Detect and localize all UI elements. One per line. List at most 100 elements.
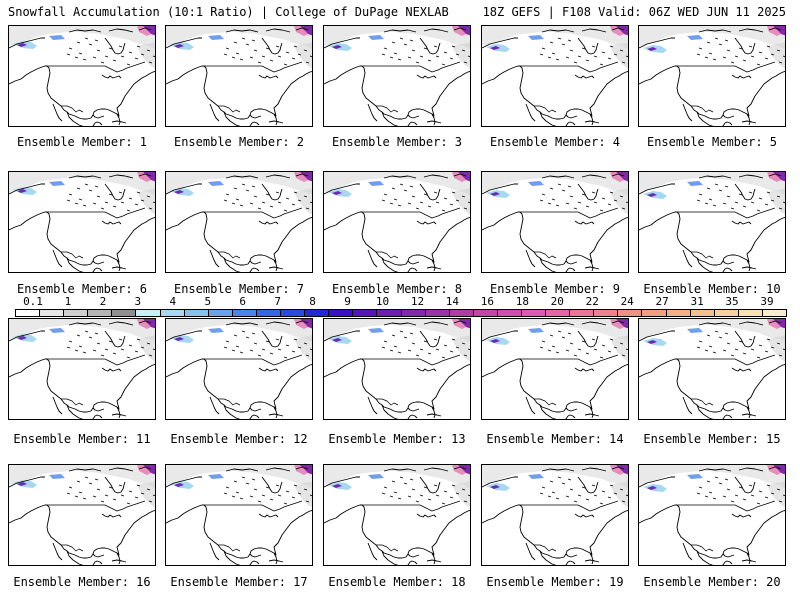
baja-coast bbox=[525, 103, 536, 122]
arctic-islands bbox=[541, 27, 625, 33]
us-canada-border bbox=[202, 500, 303, 512]
mexico-coast bbox=[539, 111, 576, 126]
arctic-islands bbox=[68, 27, 152, 33]
snow-field-arctic-light bbox=[452, 172, 466, 182]
cuba-coast bbox=[584, 413, 600, 417]
florida-coast bbox=[116, 113, 121, 126]
arctic-islands bbox=[225, 466, 309, 472]
colorbar-segment bbox=[449, 310, 474, 316]
colorbar-tick: 14 bbox=[445, 295, 460, 308]
us-mexico-border bbox=[534, 251, 557, 259]
hudson-bay-coast bbox=[734, 330, 756, 348]
us-mexico-border bbox=[376, 105, 399, 113]
snow-field-arctic-light bbox=[294, 172, 308, 182]
ensemble-member-map bbox=[165, 318, 313, 420]
baja-coast bbox=[367, 396, 378, 415]
arctic-islands bbox=[698, 466, 782, 472]
great-lakes bbox=[574, 220, 595, 225]
cuba-coast bbox=[111, 266, 127, 270]
alaska-coast bbox=[482, 476, 518, 488]
mexico-coast bbox=[66, 550, 103, 565]
continent-coastline bbox=[324, 504, 470, 559]
us-canada-border bbox=[518, 500, 619, 512]
alaska-coast bbox=[324, 183, 360, 195]
snow-field-arctic-light bbox=[294, 319, 308, 329]
cuba-coast bbox=[584, 120, 600, 124]
ensemble-member-map bbox=[165, 464, 313, 566]
baja-coast bbox=[209, 396, 220, 415]
hudson-bay-coast bbox=[577, 330, 599, 348]
colorbar-tick: 18 bbox=[515, 295, 529, 308]
colorbar-segment bbox=[714, 310, 739, 316]
arctic-islands bbox=[383, 466, 467, 472]
continent-coastline bbox=[324, 358, 470, 413]
colorbar-tick: 27 bbox=[655, 295, 669, 308]
great-lakes bbox=[731, 74, 752, 79]
snow-field-arctic-light bbox=[452, 26, 466, 36]
snow-field-west-heavy bbox=[174, 483, 184, 487]
ensemble-member-map bbox=[323, 464, 471, 566]
cuba-coast bbox=[268, 559, 284, 563]
snow-field-grey bbox=[324, 465, 470, 488]
colorbar-segment bbox=[546, 310, 571, 316]
snow-field-west-heavy bbox=[332, 484, 342, 488]
hudson-bay-coast bbox=[261, 476, 283, 494]
us-mexico-border bbox=[691, 251, 714, 259]
snow-field-grey bbox=[166, 319, 312, 342]
colorbar-tick: 10 bbox=[375, 295, 390, 308]
great-lakes bbox=[574, 367, 595, 372]
hudson-bay-coast bbox=[419, 183, 441, 201]
cuba-coast bbox=[584, 266, 600, 270]
colorbar-segment bbox=[184, 310, 209, 316]
snow-field-arctic-light bbox=[137, 26, 151, 36]
ensemble-member-label: Ensemble Member: 12 bbox=[170, 432, 308, 446]
ensemble-member-map bbox=[638, 25, 786, 127]
snow-field-grey bbox=[639, 465, 785, 488]
snow-field-west-heavy bbox=[17, 43, 27, 47]
us-mexico-border bbox=[218, 544, 241, 552]
great-lakes bbox=[574, 513, 595, 518]
alaska-coast bbox=[166, 183, 202, 195]
snow-field-arctic-light bbox=[294, 26, 308, 36]
us-canada-border bbox=[45, 61, 146, 73]
ensemble-member-label: Ensemble Member: 1 bbox=[16, 135, 148, 149]
colorbar-segment bbox=[521, 310, 547, 316]
snow-field-west-heavy bbox=[490, 192, 500, 196]
alaska-coast bbox=[166, 476, 202, 488]
ensemble-member-map bbox=[8, 171, 156, 273]
great-lakes bbox=[101, 220, 122, 225]
arctic-islands bbox=[698, 27, 782, 33]
us-canada-border bbox=[45, 500, 146, 512]
cuba-coast bbox=[584, 559, 600, 563]
ensemble-member-map bbox=[638, 171, 786, 273]
colorbar-tick: 8 bbox=[309, 295, 316, 308]
great-lakes bbox=[101, 367, 122, 372]
us-mexico-border bbox=[376, 398, 399, 406]
continent-coastline bbox=[639, 358, 785, 413]
us-mexico-border bbox=[534, 544, 557, 552]
colorbar-tick: 24 bbox=[620, 295, 634, 308]
hudson-bay-coast bbox=[734, 476, 756, 494]
us-mexico-border bbox=[376, 251, 399, 259]
hudson-bay-coast bbox=[734, 37, 756, 55]
snow-field-grey bbox=[324, 319, 470, 342]
us-mexico-border bbox=[534, 398, 557, 406]
ensemble-member-label: Ensemble Member: 13 bbox=[328, 432, 466, 446]
colorbar-segment bbox=[425, 310, 450, 316]
arctic-islands bbox=[698, 320, 782, 326]
ensemble-member-map bbox=[323, 25, 471, 127]
great-lakes bbox=[258, 513, 279, 518]
hudson-bay-coast bbox=[104, 476, 126, 494]
florida-coast bbox=[273, 259, 278, 272]
ensemble-member-label: Ensemble Member: 20 bbox=[643, 575, 781, 589]
snow-field-grey bbox=[639, 172, 785, 195]
us-canada-border bbox=[202, 207, 303, 219]
snowfall-colorbar bbox=[15, 309, 787, 317]
cuba-coast bbox=[268, 266, 284, 270]
snow-field-arctic-light bbox=[610, 465, 624, 475]
snow-field-west-heavy bbox=[647, 486, 657, 490]
ensemble-member-map bbox=[638, 318, 786, 420]
snow-field-central bbox=[368, 181, 384, 186]
us-mexico-border bbox=[534, 105, 557, 113]
great-lakes bbox=[731, 513, 752, 518]
